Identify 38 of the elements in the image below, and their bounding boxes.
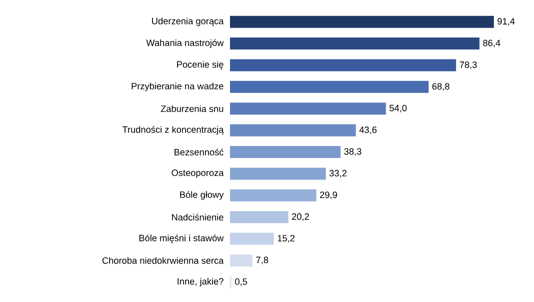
bar bbox=[230, 232, 274, 245]
bar bbox=[230, 59, 456, 72]
y-tick-label: Przybieranie na wadze bbox=[132, 82, 224, 92]
bar bbox=[230, 124, 356, 136]
bar bbox=[230, 146, 341, 158]
bar bbox=[230, 102, 386, 115]
y-tick-label: Choroba niedokrwienna serca bbox=[102, 257, 224, 264]
data-label: 38,3 bbox=[344, 148, 362, 156]
data-label: 15,2 bbox=[278, 234, 295, 243]
bar bbox=[230, 80, 429, 93]
data-label: 29,9 bbox=[320, 192, 337, 200]
bar bbox=[230, 168, 326, 180]
y-tick-label: Trudności z koncentracją bbox=[122, 126, 224, 135]
data-label: 91,4 bbox=[498, 18, 515, 26]
data-label: 54,0 bbox=[390, 104, 407, 112]
bar bbox=[230, 16, 494, 28]
data-label: 86,4 bbox=[483, 40, 500, 48]
y-tick-label: Osteoporoza bbox=[172, 170, 224, 178]
data-label: 20,2 bbox=[292, 213, 309, 221]
bar bbox=[230, 38, 480, 50]
y-tick-label: Zaburzenia snu bbox=[160, 105, 224, 112]
y-tick-label: Nadciśnienie bbox=[172, 214, 224, 221]
y-tick-label: Pocenie się bbox=[177, 60, 224, 70]
bar bbox=[230, 189, 316, 202]
y-tick-label: Bezsenność bbox=[174, 148, 224, 156]
bar bbox=[230, 254, 253, 266]
data-label: 0,5 bbox=[235, 278, 248, 286]
y-tick-label: Uderzenia gorąca bbox=[152, 18, 224, 26]
y-tick-label: Bóle mięśni i stawów bbox=[139, 234, 224, 244]
y-tick-label: Wahania nastrojów bbox=[146, 39, 224, 48]
y-tick-label: Bóle głowy bbox=[180, 191, 224, 200]
data-label: 43,6 bbox=[359, 126, 377, 134]
data-label: 7,8 bbox=[256, 256, 268, 264]
data-label: 78,3 bbox=[460, 61, 477, 70]
data-label: 33,2 bbox=[329, 170, 346, 178]
data-label: 68,8 bbox=[432, 83, 450, 91]
bar bbox=[230, 211, 288, 224]
y-tick-label: Inne, jakie? bbox=[178, 278, 224, 286]
